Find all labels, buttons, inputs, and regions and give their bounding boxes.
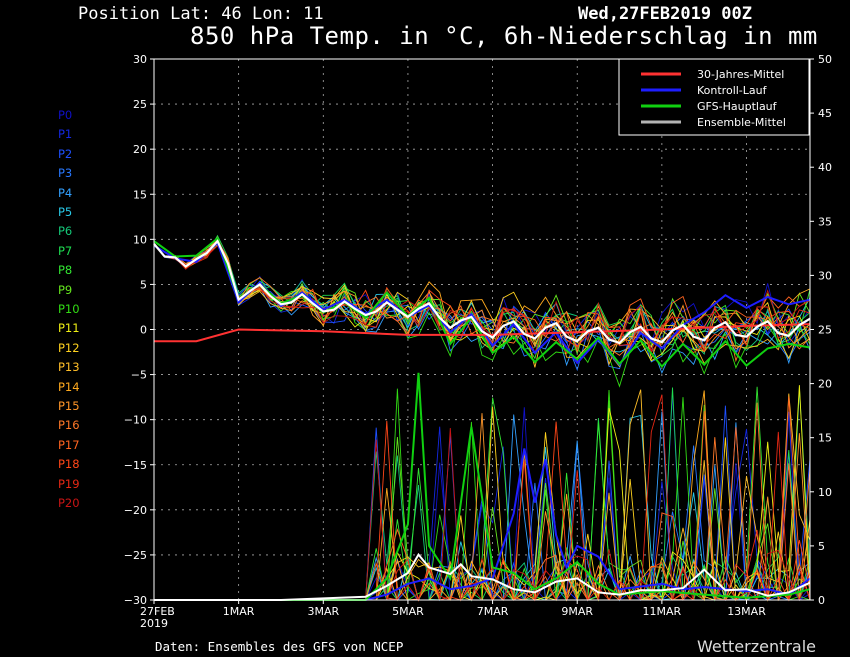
y-right-tick-label: 50: [818, 53, 832, 66]
member-label: P10: [58, 302, 80, 316]
y-right-tick-label: 25: [818, 324, 832, 337]
member-label: P6: [58, 224, 73, 239]
member-label: P18: [58, 457, 80, 472]
control-run-temp-line: [153, 241, 811, 367]
y-left-tick-label: −20: [124, 504, 147, 517]
legend-label: Ensemble-Mittel: [697, 116, 786, 129]
y-left-tick-label: −5: [131, 369, 147, 382]
control-run-precip-line: [154, 448, 811, 601]
member-label: P7: [58, 243, 73, 258]
y-left-tick-label: 5: [140, 278, 147, 291]
legend: 30-Jahres-Mittel Kontroll-Lauf GFS-Hauptla…: [618, 58, 810, 136]
y-right-tick-label: 45: [818, 107, 832, 120]
x-tick-label: 27FEB 2019: [140, 605, 175, 630]
axes: 302520151050−5−10−15−20−25−3050454035302…: [124, 53, 832, 630]
y-right-tick-label: 5: [818, 540, 825, 553]
y-right-tick-label: 30: [818, 269, 832, 282]
y-left-tick-label: 0: [140, 324, 147, 337]
member-label: P16: [58, 418, 80, 433]
ensemble-mean-precip-line: [154, 552, 811, 601]
y-left-tick-label: −15: [124, 459, 147, 472]
y-right-tick-label: 20: [818, 378, 832, 391]
legend-label: Kontroll-Lauf: [697, 84, 768, 97]
y-right-tick-label: 0: [818, 594, 825, 607]
ensemble-mean-temp-line: [153, 239, 811, 345]
member-label: P3: [58, 166, 73, 181]
x-tick-label: 7MAR: [477, 605, 509, 618]
run-datetime: Wed,27FEB2019 00Z: [578, 4, 752, 24]
position-label: Position Lat: 46 Lon: 11: [78, 4, 324, 24]
y-left-tick-label: −30: [124, 594, 147, 607]
y-left-tick-label: 25: [133, 98, 147, 111]
member-label: P12: [58, 340, 80, 355]
y-right-tick-label: 35: [818, 215, 832, 228]
member-label: P5: [58, 205, 73, 219]
climate-mean-line: [154, 323, 811, 343]
member-label: P13: [58, 360, 80, 375]
member-label: P20: [58, 496, 80, 510]
y-right-tick-label: 15: [818, 432, 832, 445]
member-label: P11: [58, 321, 80, 336]
series: [153, 236, 811, 601]
member-temp-line: [153, 240, 811, 363]
y-left-tick-label: 20: [133, 143, 147, 156]
x-tick-label: 11MAR: [643, 605, 682, 618]
member-label: P0: [58, 108, 73, 122]
x-tick-label: 1MAR: [223, 605, 255, 618]
legend-label: 30-Jahres-Mittel: [697, 68, 784, 81]
x-tick-label: 13MAR: [727, 605, 766, 618]
y-left-tick-label: 15: [133, 188, 147, 201]
member-label: P8: [58, 263, 73, 278]
member-label: P15: [58, 399, 80, 413]
member-label: P4: [58, 185, 73, 200]
x-tick-label: 5MAR: [392, 605, 424, 618]
chart-title: 850 hPa Temp. in °C, 6h-Niederschlag in …: [190, 22, 818, 50]
x-tick-label: 9MAR: [561, 605, 593, 618]
data-source-note: Daten: Ensembles des GFS von NCEP: [155, 639, 404, 654]
main-run-precip-line: [154, 372, 811, 601]
member-label: P14: [58, 379, 80, 394]
member-temp-line: [153, 243, 811, 368]
member-temp-line: [153, 243, 811, 353]
x-tick-label: 3MAR: [307, 605, 339, 618]
member-temp-line: [153, 237, 811, 372]
member-label: P17: [58, 437, 80, 452]
y-right-tick-label: 10: [818, 486, 832, 499]
member-label: P2: [58, 146, 73, 161]
member-label: P9: [58, 282, 73, 297]
legend-label: GFS-Hauptlauf: [697, 100, 778, 113]
member-label: P19: [58, 476, 80, 491]
member-precip-line: [154, 427, 811, 602]
brand-label: Wetterzentrale: [697, 637, 817, 656]
y-left-tick-label: 10: [133, 233, 147, 246]
y-left-tick-label: −10: [124, 414, 147, 427]
member-temp-line: [153, 239, 811, 388]
member-label: P1: [58, 127, 73, 142]
y-left-tick-label: 30: [133, 53, 147, 66]
y-right-tick-label: 40: [818, 161, 832, 174]
y-left-tick-label: −25: [124, 549, 147, 562]
